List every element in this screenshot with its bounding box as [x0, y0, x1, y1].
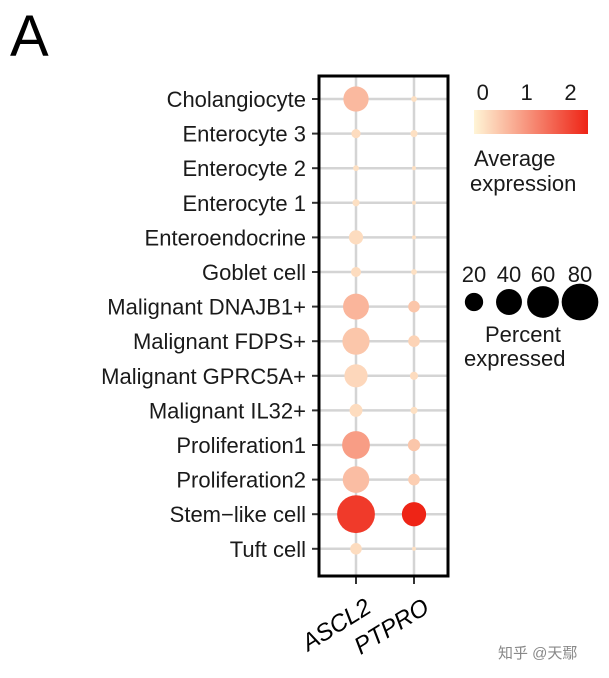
size-legend-dot — [561, 283, 599, 321]
dot — [411, 166, 417, 171]
color-legend-title-line1: Average — [474, 146, 556, 171]
category-label: Malignant GPRC5A+ — [101, 364, 306, 389]
category-label: Proliferation1 — [176, 433, 306, 458]
category-label: Enterocyte 2 — [182, 156, 306, 181]
dot — [337, 495, 375, 534]
category-label: Malignant DNAJB1+ — [107, 295, 306, 320]
dot — [351, 129, 361, 139]
dot — [348, 230, 364, 245]
panel-label: A — [10, 4, 49, 69]
dot — [350, 543, 362, 555]
color-legend-bar — [474, 110, 588, 134]
category-label: Enterocyte 3 — [182, 122, 306, 147]
dot — [411, 96, 417, 102]
size-legend-title-line1: Percent — [485, 322, 561, 347]
dot — [411, 269, 417, 275]
dot — [411, 546, 417, 551]
category-label: Stem−like cell — [170, 502, 306, 527]
dot — [343, 86, 369, 112]
size-legend-title-line2: expressed — [464, 346, 566, 371]
size-legend-dot — [496, 289, 522, 315]
size-legend-label: 40 — [497, 262, 521, 287]
color-legend-tick-label: 2 — [564, 80, 576, 105]
category-label: Malignant FDPS+ — [133, 329, 306, 354]
plot-frame — [317, 74, 450, 578]
dot — [342, 327, 370, 355]
dot — [410, 406, 418, 414]
category-label: Malignant IL32+ — [149, 398, 306, 423]
dot — [343, 293, 369, 320]
dot — [342, 431, 370, 459]
color-legend-tick-label: 1 — [520, 80, 532, 105]
dot — [352, 199, 360, 207]
size-legend: 20 40 60 80 Percent expressed — [462, 262, 599, 371]
color-legend-tick-label: 0 — [477, 80, 489, 105]
color-legend-title-line2: expression — [470, 171, 576, 196]
category-label: Tuft cell — [230, 537, 306, 562]
size-legend-dot — [464, 292, 484, 312]
category-label: Proliferation2 — [176, 468, 306, 493]
dot — [342, 466, 370, 493]
dot — [407, 438, 421, 452]
dot — [344, 364, 368, 388]
dot — [353, 165, 359, 172]
dot — [349, 403, 363, 417]
dot — [408, 473, 420, 486]
dot — [411, 200, 417, 205]
grid-lines — [320, 77, 447, 575]
dot — [411, 235, 417, 240]
dot — [350, 266, 362, 278]
category-label: Enteroendocrine — [145, 225, 306, 250]
dot — [409, 371, 419, 380]
category-label: Cholangiocyte — [167, 87, 306, 112]
category-label: Goblet cell — [202, 260, 306, 285]
color-legend-ticks: 0 1 2 — [477, 80, 577, 105]
size-legend-label: 20 — [462, 262, 486, 287]
size-legend-label: 60 — [531, 262, 555, 287]
size-legend-dot — [527, 286, 559, 318]
color-legend: 0 1 2 Average expression — [470, 80, 588, 196]
dot — [401, 502, 427, 527]
size-legend-label: 80 — [568, 262, 592, 287]
watermark: 知乎 @天鄢 — [498, 645, 577, 662]
dots-layer — [337, 86, 427, 555]
dot — [408, 300, 420, 313]
dot — [410, 130, 418, 138]
category-axis: Cholangiocyte Enterocyte 3 Enterocyte 2 Ent… — [101, 87, 319, 562]
size-legend-items: 20 40 60 80 — [462, 262, 599, 321]
category-label: Enterocyte 1 — [182, 191, 306, 216]
dot — [408, 335, 420, 348]
